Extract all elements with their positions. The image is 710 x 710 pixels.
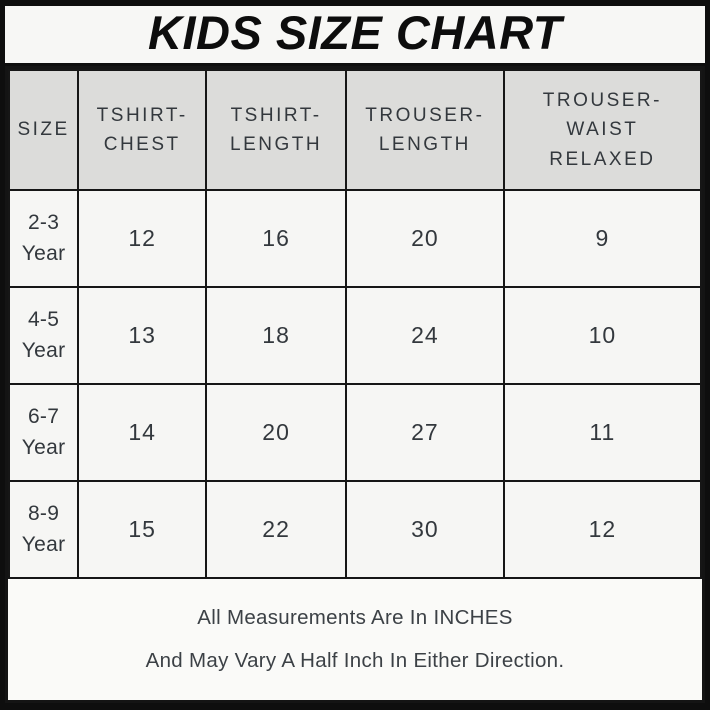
value-tshirt-chest: 13 bbox=[77, 286, 208, 385]
table-row-4-5-year: 4-5 Year 13 18 24 10 bbox=[7, 286, 703, 385]
measurement-note-line2: And May Vary A Half Inch In Either Direc… bbox=[145, 648, 565, 672]
size-table: SIZE TSHIRT- CHEST TSHIRT- LENGTH TROUSE… bbox=[7, 69, 703, 579]
table-row-8-9-year: 8-9 Year 15 22 30 12 bbox=[7, 480, 703, 579]
measurement-note: All Measurements Are In INCHES And May V… bbox=[8, 579, 702, 700]
size-label: 4-5 Year bbox=[7, 286, 80, 385]
size-chart-sheet: SIZE TSHIRT- CHEST TSHIRT- LENGTH TROUSE… bbox=[5, 66, 705, 703]
page-title: KIDS SIZE CHART bbox=[148, 6, 562, 59]
value-trouser-waist: 10 bbox=[502, 286, 703, 385]
header-cell-tshirt-chest: TSHIRT- CHEST bbox=[77, 69, 208, 191]
table-row-2-3-year: 2-3 Year 12 16 20 9 bbox=[7, 189, 703, 288]
title-bar: KIDS SIZE CHART bbox=[5, 6, 705, 63]
value-tshirt-chest: 14 bbox=[77, 383, 208, 482]
value-tshirt-chest: 15 bbox=[77, 480, 208, 579]
value-trouser-waist: 9 bbox=[502, 189, 703, 288]
value-tshirt-chest: 12 bbox=[77, 189, 208, 288]
header-cell-trouser-waist: TROUSER- WAIST RELAXED bbox=[502, 69, 703, 191]
table-row-6-7-year: 6-7 Year 14 20 27 11 bbox=[7, 383, 703, 482]
size-label: 6-7 Year bbox=[7, 383, 80, 482]
value-tshirt-length: 22 bbox=[205, 480, 347, 579]
value-trouser-length: 27 bbox=[344, 383, 505, 482]
value-tshirt-length: 18 bbox=[205, 286, 347, 385]
value-tshirt-length: 16 bbox=[205, 189, 347, 288]
value-trouser-length: 20 bbox=[344, 189, 505, 288]
header-cell-tshirt-length: TSHIRT- LENGTH bbox=[205, 69, 347, 191]
size-label: 2-3 Year bbox=[7, 189, 80, 288]
measurement-note-line1: All Measurements Are In INCHES bbox=[197, 606, 513, 630]
header-cell-size: SIZE bbox=[7, 69, 80, 191]
header-row: SIZE TSHIRT- CHEST TSHIRT- LENGTH TROUSE… bbox=[7, 69, 703, 191]
header-cell-trouser-length: TROUSER- LENGTH bbox=[344, 69, 505, 191]
value-tshirt-length: 20 bbox=[205, 383, 347, 482]
value-trouser-length: 24 bbox=[344, 286, 505, 385]
value-trouser-length: 30 bbox=[344, 480, 505, 579]
value-trouser-waist: 12 bbox=[502, 480, 703, 579]
value-trouser-waist: 11 bbox=[502, 383, 703, 482]
size-label: 8-9 Year bbox=[7, 480, 80, 579]
